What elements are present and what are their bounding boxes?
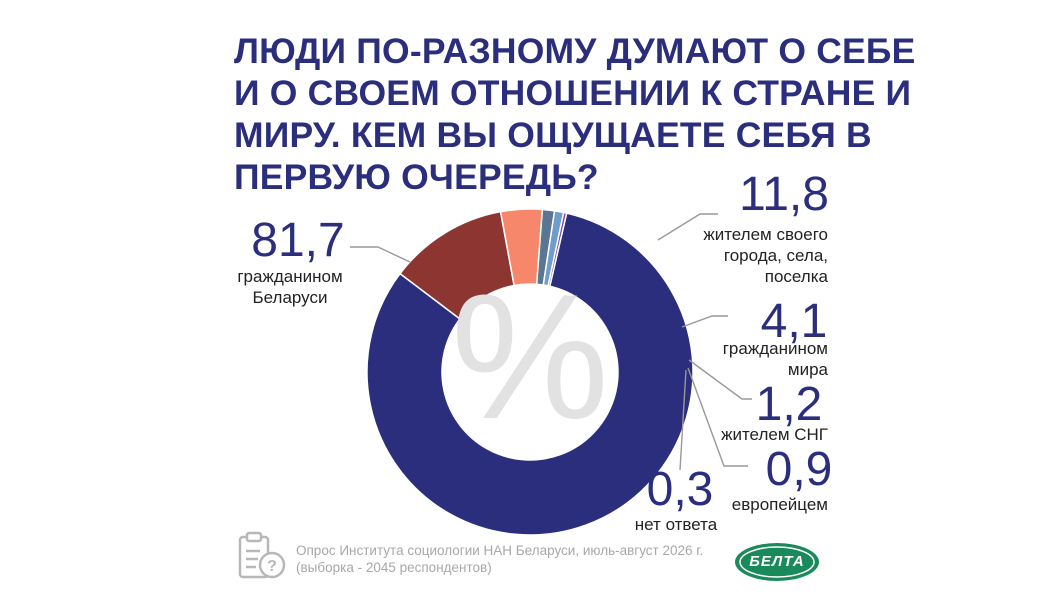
belta-logo: БЕЛТА — [733, 541, 821, 583]
category-label-citizen: гражданином — [237, 267, 342, 286]
leader-no-answer — [679, 369, 687, 471]
value-label-cis: 1,2 — [756, 378, 823, 431]
leader-lines — [350, 213, 752, 471]
category-label-world: мира — [788, 360, 829, 379]
percent-symbol: % — [451, 257, 609, 456]
source-line: (выборка - 2045 респондентов) — [296, 560, 492, 575]
category-label-cis: жителем СНГ — [721, 425, 828, 444]
svg-text:?: ? — [267, 558, 277, 575]
title-line: ЛЮДИ ПО-РАЗНОМУ ДУМАЮТ О СЕБЕ — [234, 31, 916, 71]
leader-citizen — [350, 246, 411, 263]
category-label-local: жителем своего — [703, 225, 828, 244]
source-line: Опрос Института социологии НАН Беларуси,… — [296, 543, 704, 558]
slice-citizen — [366, 212, 694, 536]
title-line: МИРУ. КЕМ ВЫ ОЩУЩАЕТЕ СЕБЯ В — [234, 115, 872, 155]
title-line: И О СВОЕМ ОТНОШЕНИИ К СТРАНЕ И — [234, 73, 912, 113]
leader-cis — [688, 359, 752, 400]
value-label-european: 0,9 — [766, 443, 833, 496]
value-label-local: 11,8 — [739, 168, 829, 221]
category-label-local: города, села, — [724, 246, 828, 265]
value-label-no-answer: 0,3 — [647, 463, 714, 516]
leader-world — [681, 315, 728, 328]
clipboard-question-icon: ? — [238, 531, 286, 579]
value-label-citizen: 81,7 — [251, 214, 344, 267]
logo-text: БЕЛТА — [749, 553, 805, 570]
value-label-world: 4,1 — [761, 295, 828, 348]
source-note: Опрос Института социологии НАН Беларуси,… — [296, 542, 716, 576]
category-label-no-answer: нет ответа — [635, 515, 718, 534]
leader-european — [687, 367, 748, 467]
category-label-european: европейцем — [732, 495, 828, 514]
category-label-citizen: Беларуси — [253, 288, 328, 307]
slice-no-answer — [547, 211, 568, 288]
leader-local — [657, 213, 718, 241]
category-label-local: поселка — [765, 267, 829, 286]
title-line: ПЕРВУЮ ОЧЕРЕДЬ? — [234, 157, 599, 197]
donut-slices — [366, 208, 694, 536]
logo-shape — [735, 543, 819, 581]
category-label-world: гражданином — [723, 339, 828, 358]
chart-title: ЛЮДИ ПО-РАЗНОМУ ДУМАЮТ О СЕБЕ И О СВОЕМ … — [234, 30, 916, 198]
